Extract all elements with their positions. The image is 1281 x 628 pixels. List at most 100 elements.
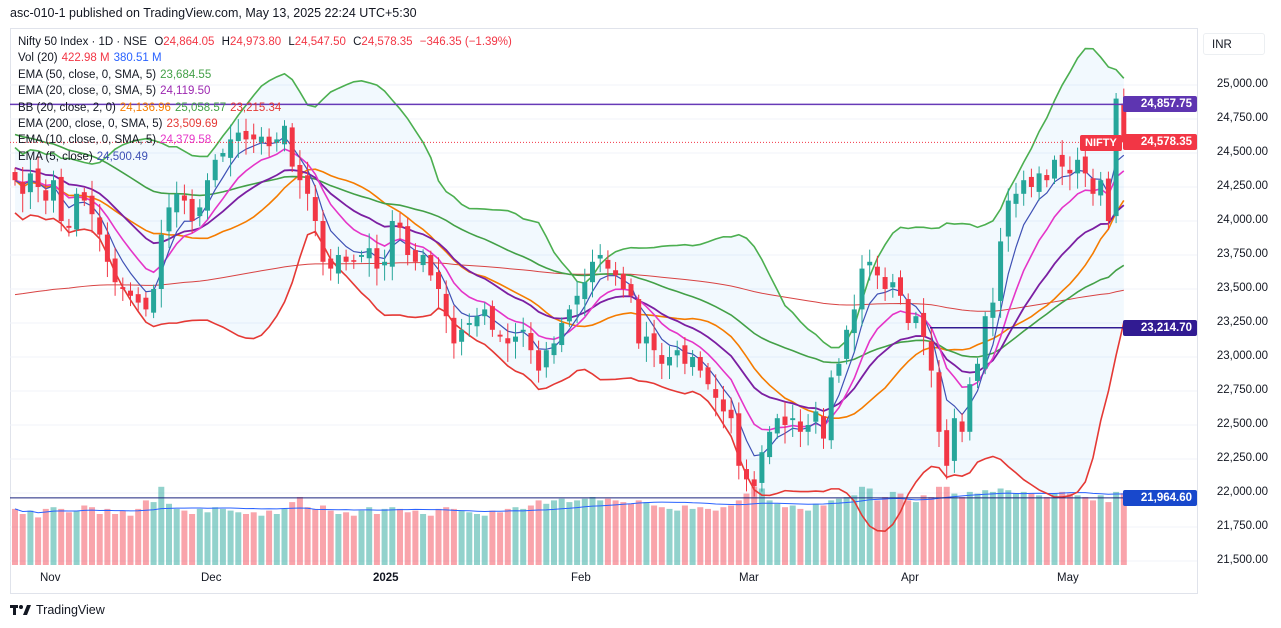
volume-bar — [527, 505, 534, 565]
candle-body — [1059, 154, 1065, 167]
volume-bar — [720, 507, 727, 565]
candle-body — [790, 418, 796, 421]
high-label: H — [221, 36, 230, 48]
volume-bar — [851, 495, 858, 565]
volume-bar — [1036, 495, 1043, 565]
candle-body — [597, 255, 603, 259]
candle-body — [135, 294, 141, 303]
volume-bar — [782, 507, 788, 565]
volume-bar — [889, 491, 896, 565]
volume-bar — [589, 497, 596, 565]
candle-body — [389, 221, 395, 267]
volume-bar — [89, 507, 95, 565]
volume-bar — [628, 503, 634, 565]
volume-bar — [219, 508, 226, 565]
volume-bar — [805, 510, 812, 565]
price-tick: 23,000.00 — [1216, 350, 1268, 362]
legend-ema200[interactable]: EMA (200, close, 0, SMA, 5) 23,509.69 — [18, 116, 512, 132]
volume-bar — [50, 507, 57, 565]
candle-body — [605, 259, 611, 269]
candle-body — [898, 277, 903, 296]
volume-bar — [566, 502, 573, 565]
volume-bar — [1113, 491, 1120, 565]
close-value: 24,578.35 — [361, 36, 413, 48]
candle-body — [590, 261, 595, 283]
candle-body — [74, 193, 80, 230]
candle-body — [482, 309, 488, 317]
candle-body — [505, 338, 511, 344]
volume-bar — [27, 510, 34, 565]
legend-bb[interactable]: BB (20, close, 2, 0) 24,136.96 25,058.57 23… — [18, 100, 512, 116]
candle-body — [836, 363, 842, 376]
volume-bar — [1059, 491, 1066, 565]
volume-bar — [1082, 497, 1089, 565]
price-tick: 24,750.00 — [1216, 112, 1268, 124]
price-axis[interactable]: 25,000.00 24,750.00 24,500.00 24,250.00 24,0… — [1123, 28, 1276, 594]
ema20-label: EMA (20, close, 0, SMA, 5) — [18, 85, 157, 98]
currency-button[interactable]: INR — [1203, 33, 1265, 55]
volume-bar — [943, 486, 950, 565]
candle-body — [489, 306, 495, 330]
volume-bar — [1043, 497, 1050, 565]
candle-body — [397, 222, 403, 228]
volume-bar — [551, 500, 557, 565]
volume-bar — [666, 508, 673, 565]
legend-ema50[interactable]: EMA (50, close, 0, SMA, 5) 23,684.55 — [18, 67, 512, 83]
publish-info: asc-010-1 published on TradingView.com, … — [10, 6, 417, 20]
volume-bar — [150, 502, 157, 565]
candle-body — [690, 357, 696, 368]
candle-body — [982, 316, 988, 369]
volume-bar — [397, 508, 403, 565]
candle-body — [343, 256, 349, 262]
vol-label: Vol (20) — [18, 52, 58, 65]
candle-body — [720, 399, 726, 412]
price-tick: 23,250.00 — [1216, 316, 1268, 328]
legend-volume[interactable]: Vol (20) 422.98 M 380.51 M — [18, 50, 512, 66]
ema200-label: EMA (200, close, 0, SMA, 5) — [18, 118, 163, 131]
candle-body — [459, 329, 465, 342]
candle-body — [867, 261, 873, 266]
candle-body — [81, 192, 87, 201]
legend-symbol-row[interactable]: Nifty 50 Index · 1D · NSE O24,864.05 H24… — [18, 34, 512, 50]
legend-ema5[interactable]: EMA (5, close) 24,500.49 — [18, 149, 512, 165]
low-value: 24,547.50 — [294, 36, 346, 48]
volume-bar — [58, 508, 65, 565]
volume-bar — [443, 507, 450, 565]
candle-body — [359, 255, 364, 257]
price-tick: 24,500.00 — [1216, 146, 1268, 158]
volume-bar — [812, 503, 819, 565]
candle-body — [220, 153, 226, 157]
volume-bar — [312, 508, 319, 565]
candle-body — [813, 411, 819, 422]
candle-body — [428, 255, 434, 276]
volume-bar — [42, 508, 49, 565]
volume-bar — [743, 493, 750, 565]
volume-bar — [343, 512, 350, 565]
volume-bar — [1120, 493, 1127, 565]
footer-brand[interactable]: TradingView — [10, 603, 105, 617]
volume-bar — [843, 497, 850, 565]
volume-bar — [358, 510, 365, 565]
volume-bar — [320, 505, 326, 565]
ema10-line — [14, 148, 1125, 431]
candle-body — [1044, 175, 1050, 181]
volume-bar — [427, 515, 434, 565]
volume-bar — [12, 508, 18, 565]
legend-ema10[interactable]: EMA (10, close, 0, SMA, 5) 24,379.58 — [18, 132, 512, 148]
candle-body — [744, 469, 749, 480]
candle-body — [520, 329, 526, 332]
time-label-mar: Mar — [739, 572, 759, 584]
candle-body — [667, 357, 672, 366]
volume-bar — [966, 491, 973, 565]
candle-body — [189, 198, 195, 221]
candle-body — [66, 225, 72, 228]
price-tag-hline3: 21,964.60 — [1123, 489, 1197, 506]
ema5-label: EMA (5, close) — [18, 150, 93, 163]
candle-body — [128, 290, 133, 296]
volume-bar — [1020, 491, 1027, 565]
vol-value: 422.98 M — [61, 52, 110, 65]
candle-body — [536, 350, 542, 371]
legend-ema20[interactable]: EMA (20, close, 0, SMA, 5) 24,119.50 — [18, 83, 512, 99]
candle-body — [1021, 180, 1027, 194]
